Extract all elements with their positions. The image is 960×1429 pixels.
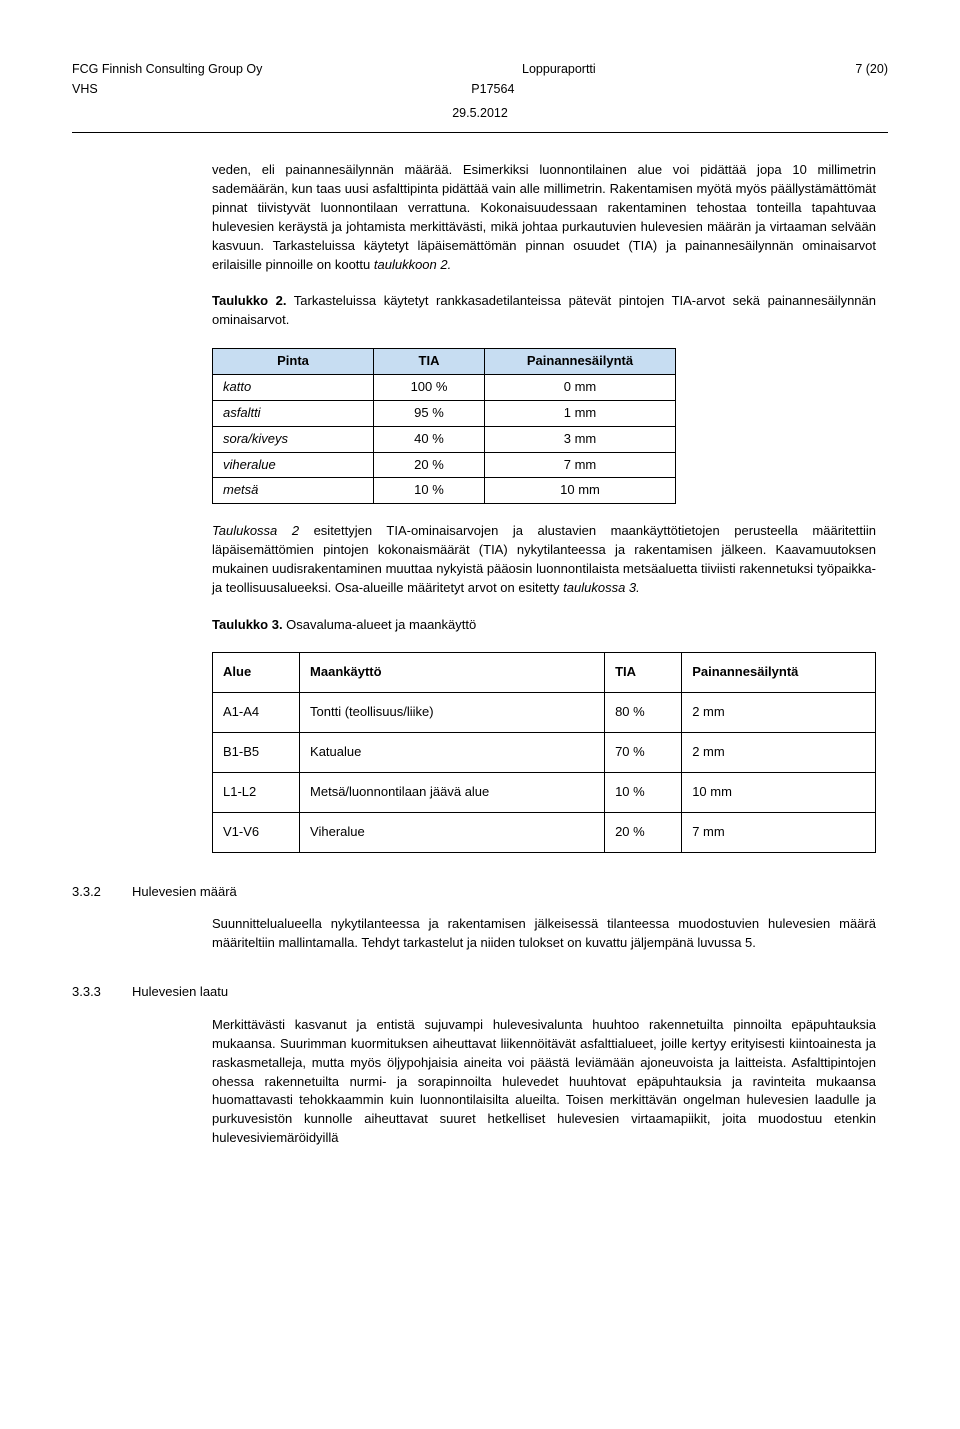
section-number: 3.3.2 [72,883,132,902]
table-row: L1-L2Metsä/luonnontilaan jäävä alue10 %1… [213,772,876,812]
header-center-line1: Loppuraportti [522,60,596,78]
table2-caption: Taulukko 2. Tarkasteluissa käytetyt rank… [212,292,876,330]
table-row: sora/kiveys40 %3 mm [213,426,676,452]
section-number: 3.3.3 [72,983,132,1002]
header-left-line1: FCG Finnish Consulting Group Oy [72,60,262,78]
table-row: A1-A4Tontti (teollisuus/liike)80 %2 mm [213,693,876,733]
table-row: metsä10 %10 mm [213,478,676,504]
table-header: TIA [605,653,682,693]
table-header: TIA [374,349,485,375]
table-header-row: Alue Maankäyttö TIA Painannesäilyntä [213,653,876,693]
table-header: Maankäyttö [300,653,605,693]
table-header: Pinta [213,349,374,375]
header-left-line2: VHS [72,80,98,98]
section-title: Hulevesien laatu [132,983,228,1002]
table-row: katto100 %0 mm [213,374,676,400]
header-date: 29.5.2012 [72,104,888,122]
header-right: 7 (20) [855,60,888,78]
table-row: B1-B5Katualue70 %2 mm [213,733,876,773]
paragraph-after-table2: Taulukossa 2 esitettyjen TIA-ominaisarvo… [212,522,876,597]
table-header: Alue [213,653,300,693]
paragraph-332: Suunnittelualueella nykytilanteessa ja r… [212,915,876,953]
table-header-row: Pinta TIA Painannesäilyntä [213,349,676,375]
page-header: FCG Finnish Consulting Group Oy Loppurap… [72,60,888,122]
table-header: Painannesäilyntä [682,653,876,693]
table-row: asfaltti95 %1 mm [213,400,676,426]
paragraph-intro: veden, eli painannesäilynnän määrää. Esi… [212,161,876,274]
header-rule [72,132,888,133]
table3-caption: Taulukko 3. Osavaluma-alueet ja maankäyt… [212,616,876,635]
table-row: viheralue20 %7 mm [213,452,676,478]
section-heading-333: 3.3.3 Hulevesien laatu [72,983,888,1002]
table-2: Pinta TIA Painannesäilyntä katto100 %0 m… [212,348,676,504]
paragraph-333: Merkittävästi kasvanut ja entistä sujuva… [212,1016,876,1148]
table-header: Painannesäilyntä [485,349,676,375]
section-heading-332: 3.3.2 Hulevesien määrä [72,883,888,902]
header-center-line2: P17564 [471,80,514,98]
table-row: V1-V6Viheralue20 %7 mm [213,812,876,852]
section-title: Hulevesien määrä [132,883,237,902]
table-3: Alue Maankäyttö TIA Painannesäilyntä A1-… [212,652,876,852]
